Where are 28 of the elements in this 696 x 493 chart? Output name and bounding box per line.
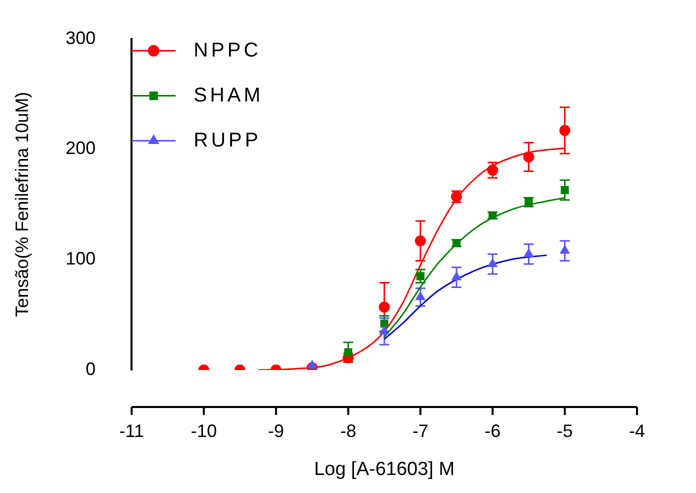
point (379, 326, 390, 334)
point (414, 235, 426, 246)
y-tick-label: 200 (66, 138, 96, 158)
x-tick-label: -9 (268, 420, 284, 441)
point (378, 302, 390, 313)
x-tick-label: -10 (190, 420, 217, 441)
y-tick-label: 300 (66, 28, 96, 48)
point (452, 272, 462, 280)
point (524, 248, 534, 258)
line-series (384, 254, 548, 340)
point (416, 292, 426, 300)
point (560, 245, 570, 254)
x-tick-label: -4 (628, 420, 646, 441)
x-tick-label: -8 (340, 420, 356, 441)
point (488, 258, 498, 268)
legend-label: NPPC (194, 39, 262, 62)
legend-label: SHAM (194, 84, 264, 106)
point (559, 124, 570, 136)
y-tick-label: 0 (86, 358, 96, 379)
x-tick-label: -6 (484, 420, 501, 441)
x-tick-label: -7 (412, 420, 428, 441)
x-tick-label: -11 (119, 420, 144, 441)
legend-label: RUPP (194, 129, 262, 152)
y-axis-title: Tensão(% Fenilefrina 10uM) (12, 92, 32, 317)
x-axis-title: Log [A-61603] M (314, 458, 455, 480)
x-tick-label: -5 (556, 420, 573, 441)
point (523, 151, 534, 162)
y-tick-label: 100 (66, 248, 96, 269)
